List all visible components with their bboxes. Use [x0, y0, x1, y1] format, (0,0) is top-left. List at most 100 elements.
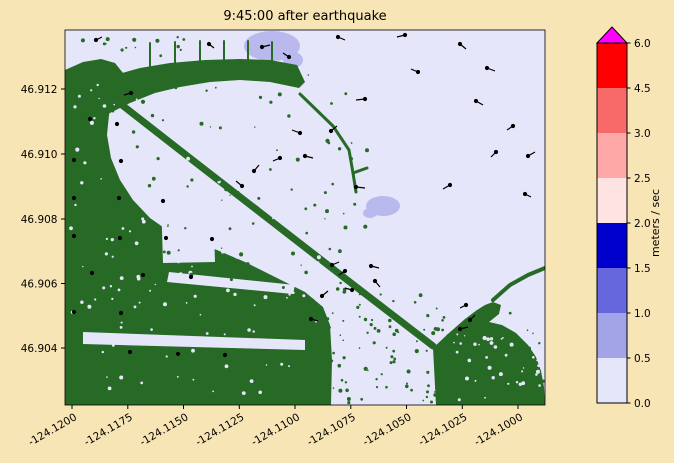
- speckle-dot: [159, 349, 162, 353]
- speckle-dot: [167, 215, 170, 219]
- speckle-dot: [483, 352, 486, 354]
- speckle-dot: [446, 361, 449, 365]
- plot-title: 9:45:00 after earthquake: [223, 9, 386, 24]
- speckle-dot: [151, 176, 156, 181]
- speckle-dot: [332, 351, 335, 355]
- speckle-dot: [218, 126, 222, 130]
- speckle-dot: [224, 364, 229, 369]
- speckle-dot: [94, 298, 97, 301]
- speckle-dot: [105, 37, 110, 42]
- speckle-dot: [505, 388, 508, 391]
- speckle-dot: [87, 304, 92, 309]
- speckle-dot: [446, 334, 450, 338]
- speckle-dot: [521, 373, 525, 377]
- speckle-dot: [508, 311, 512, 315]
- colorbar-tick-label: 4.5: [634, 83, 651, 95]
- speckle-dot: [353, 202, 357, 206]
- speckle-dot: [154, 283, 157, 286]
- speckle-dot: [433, 393, 437, 397]
- speckle-dot: [327, 141, 331, 145]
- speckle-dot: [325, 209, 329, 214]
- speckle-dot: [310, 298, 315, 302]
- speckle-dot: [388, 325, 392, 329]
- speckle-dot: [89, 120, 94, 125]
- colorbar-tick-label: 0.5: [634, 353, 651, 365]
- speckle-dot: [96, 83, 99, 87]
- speckle-dot: [167, 224, 169, 226]
- speckle-dot: [201, 251, 205, 255]
- speckle-dot: [436, 395, 441, 399]
- speckle-dot: [167, 225, 169, 227]
- particle-dot: [239, 183, 245, 189]
- speckle-dot: [474, 318, 478, 322]
- speckle-dot: [201, 342, 205, 346]
- speckle-dot: [435, 359, 440, 365]
- particle-dot: [522, 191, 528, 197]
- speckle-dot: [328, 247, 332, 251]
- colorbar-segment: [597, 88, 627, 133]
- speckle-dot: [132, 37, 137, 42]
- particle-dot: [328, 128, 334, 134]
- speckle-dot: [431, 331, 436, 336]
- speckle-dot: [266, 336, 269, 339]
- speckle-dot: [316, 255, 321, 260]
- particle-dot: [163, 235, 169, 241]
- speckle-dot: [80, 181, 84, 185]
- speckle-dot: [272, 334, 276, 339]
- speckle-dot: [521, 370, 524, 373]
- particle-dot: [329, 262, 335, 268]
- speckle-dot: [307, 74, 310, 76]
- speckle-dot: [209, 373, 212, 376]
- speckle-dot: [335, 287, 340, 291]
- speckle-dot: [343, 225, 348, 230]
- speckle-dot: [112, 261, 115, 265]
- speckle-dot: [308, 261, 311, 264]
- speckle-dot: [159, 54, 163, 58]
- speckle-dot: [269, 168, 272, 171]
- speckle-dot: [220, 247, 223, 249]
- speckle-dot: [177, 261, 180, 264]
- speckle-dot: [538, 342, 541, 345]
- speckle-dot: [291, 251, 295, 256]
- particle-dot: [118, 158, 124, 164]
- speckle-dot: [192, 378, 195, 381]
- speckle-dot: [235, 254, 240, 259]
- speckle-dot: [209, 126, 212, 128]
- speckle-dot: [191, 265, 193, 268]
- colorbar-segment: [597, 178, 627, 223]
- speckle-dot: [258, 157, 263, 161]
- speckle-dot: [339, 334, 342, 337]
- speckle-dot: [484, 396, 486, 399]
- particles-layer: [71, 32, 536, 358]
- speckle-dot: [155, 38, 160, 43]
- particle-dot: [302, 153, 308, 159]
- speckle-dot: [141, 217, 145, 221]
- speckle-dot: [150, 113, 155, 118]
- speckle-dot: [372, 341, 376, 345]
- speckle-dot: [537, 364, 540, 367]
- speckle-dot: [282, 306, 285, 309]
- speckle-dot: [488, 385, 491, 388]
- speckle-dot: [369, 323, 373, 327]
- speckle-dot: [521, 381, 526, 386]
- speckle-dot: [363, 224, 368, 229]
- boat-slip-row: [167, 272, 295, 294]
- speckle-dot: [358, 347, 361, 349]
- speckle-dot: [236, 320, 239, 323]
- colorbar-over-arrow: [595, 26, 629, 44]
- speckle-dot: [478, 388, 483, 393]
- speckle-dot: [136, 276, 141, 281]
- colorbar-tick-label: 1.5: [634, 263, 651, 275]
- speckle-dot: [165, 355, 168, 358]
- colorbar-segment: [597, 43, 627, 88]
- speckle-dot: [280, 362, 284, 366]
- speckle-dot: [486, 337, 490, 342]
- speckle-dot: [489, 341, 494, 345]
- particle-dot: [259, 44, 265, 50]
- speckle-dot: [154, 154, 157, 157]
- speckle-dot: [288, 234, 292, 238]
- speckle-dot: [255, 175, 258, 178]
- particle-dot: [71, 195, 77, 201]
- speckle-dot: [212, 390, 215, 393]
- particle-dot: [140, 272, 146, 278]
